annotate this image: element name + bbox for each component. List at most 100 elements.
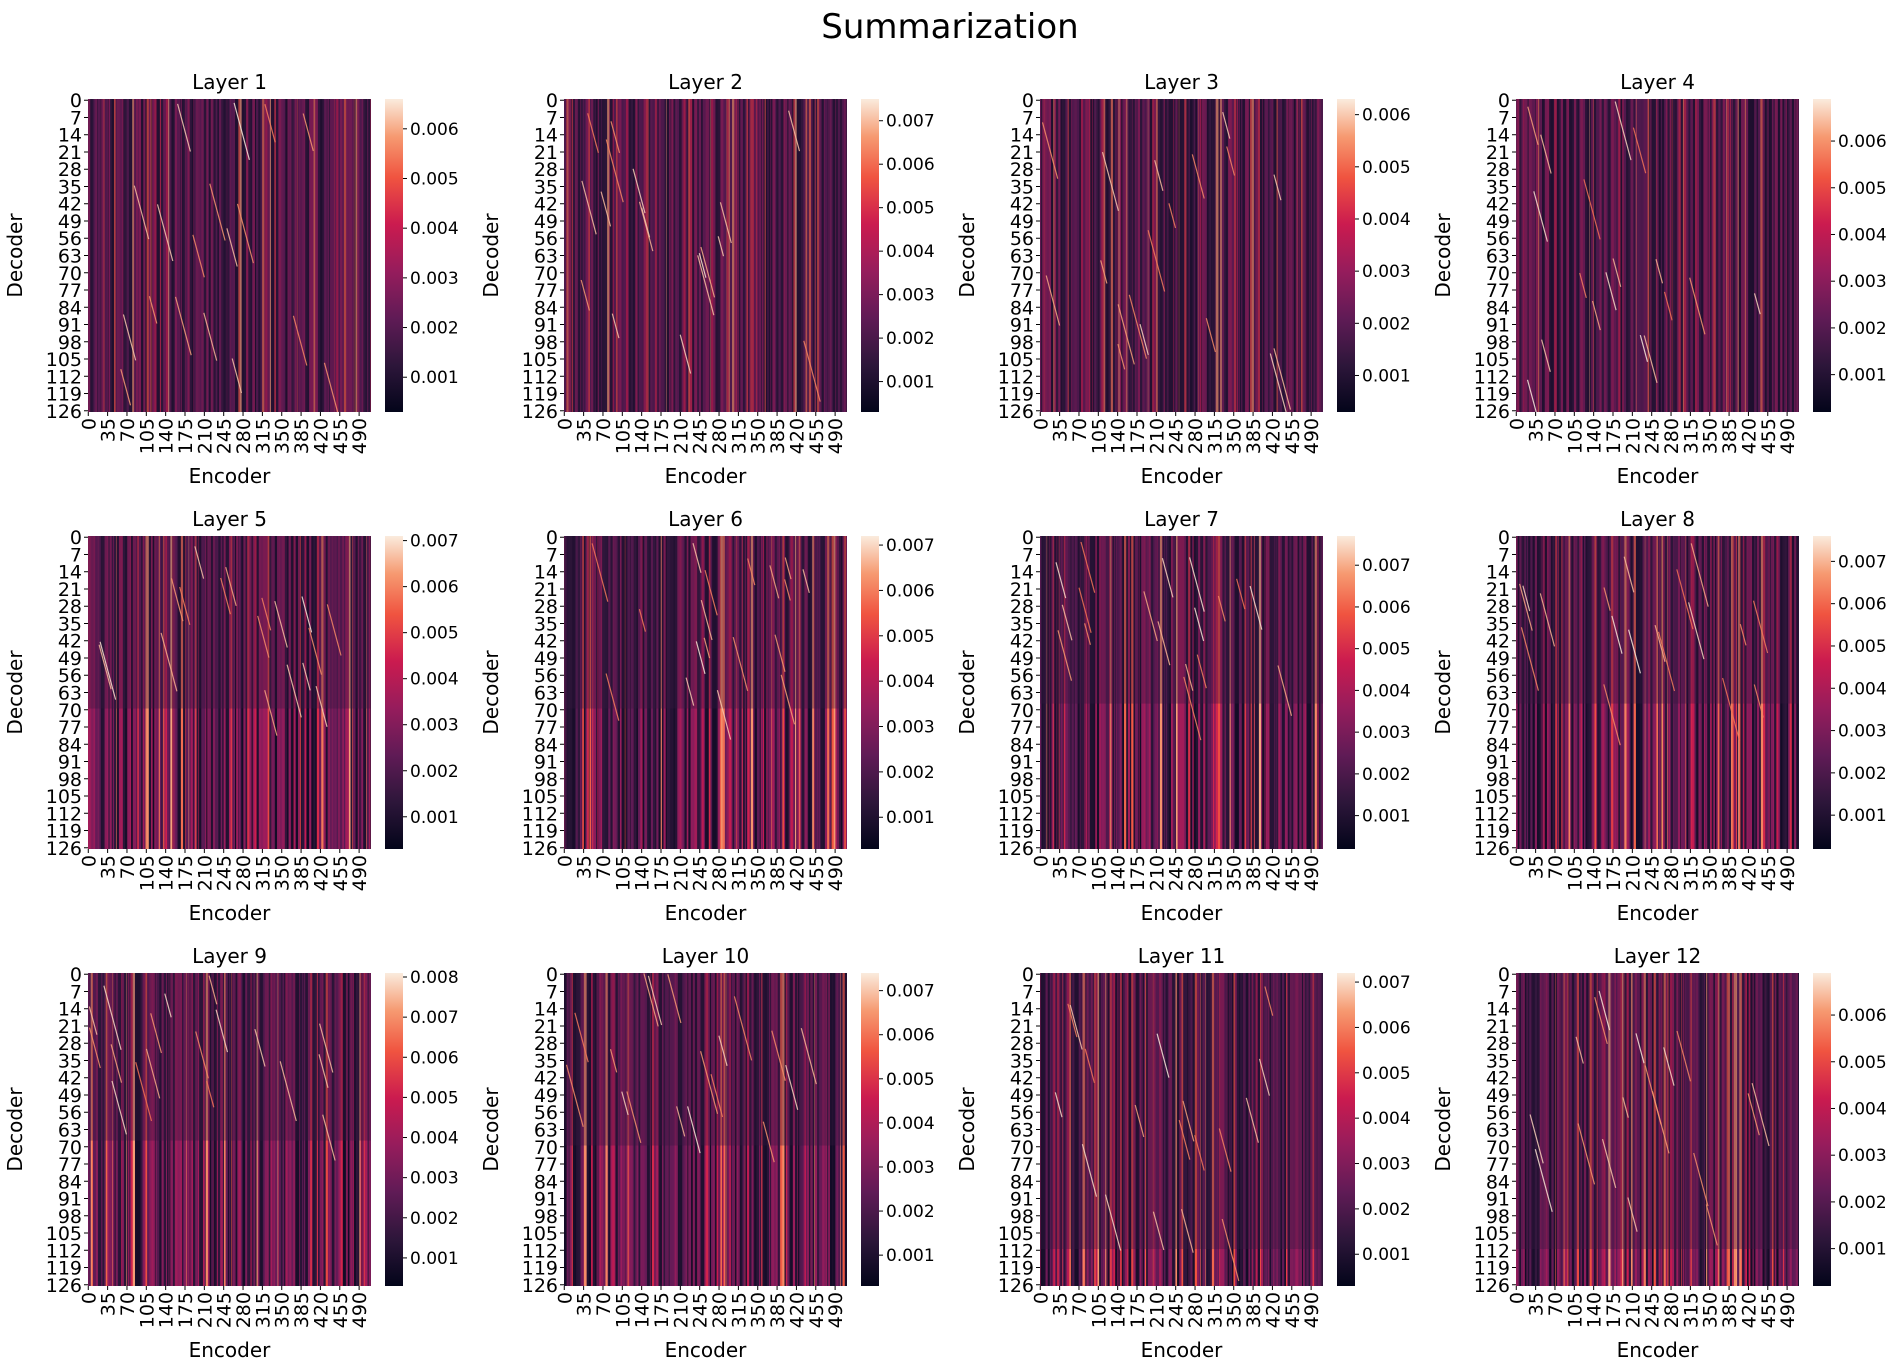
heatmap-cell [207, 99, 210, 412]
heatmap-cell [578, 973, 581, 1286]
heatmap-cell [1792, 973, 1795, 1286]
heatmap-cell [570, 536, 573, 849]
heatmap-cell [104, 536, 108, 849]
heatmap-cell [1064, 536, 1067, 849]
heatmap-cell [819, 536, 821, 849]
heatmap-cell [1257, 973, 1261, 1286]
colorbar-tick-label: 0.005 [886, 627, 935, 647]
heatmap-cell [321, 973, 324, 1286]
x-tick-label: 0 [1506, 418, 1528, 430]
heatmap-cell [1764, 99, 1766, 412]
heatmap-cell [1541, 99, 1543, 412]
heatmap-cell [1728, 99, 1730, 412]
heatmap-cell [824, 99, 828, 412]
heatmap-cell [775, 536, 777, 849]
heatmap-cell [706, 973, 709, 1286]
heatmap-cell [1675, 536, 1679, 849]
colorbar-tick-label: 0.006 [410, 120, 459, 140]
heatmap-cell [1295, 99, 1298, 412]
y-tick-label: 112 [998, 366, 1034, 388]
heatmap-cell [1096, 536, 1100, 849]
heatmap-cell [1157, 536, 1159, 849]
heatmap-cell [345, 973, 347, 1286]
x-tick-label: 70 [593, 418, 615, 442]
heatmap-cell [1764, 99, 1767, 412]
y-tick-label: 21 [58, 142, 82, 164]
heatmap-band [1516, 536, 1799, 704]
heatmap-cell [346, 973, 349, 1286]
heatmap-cell [756, 973, 759, 1286]
heatmap-cell [182, 973, 185, 1286]
y-tick-label: 98 [1486, 332, 1510, 354]
heatmap-cell [838, 973, 841, 1286]
heatmap-cell [725, 973, 727, 1286]
heatmap-cells [88, 536, 371, 849]
heatmap-cell [814, 973, 816, 1286]
heatmap-cell [1630, 536, 1633, 849]
y-tick-label: 84 [1010, 297, 1034, 319]
attention-trace [1152, 1211, 1165, 1251]
heatmap-cell [1648, 973, 1651, 1286]
heatmap-cell [1541, 536, 1543, 849]
heatmap-cell [1103, 973, 1106, 1286]
heatmap-cell [1696, 99, 1700, 412]
heatmap-cell [1288, 99, 1290, 412]
heatmap-cell [810, 973, 812, 1286]
heatmap-cell [1157, 536, 1159, 849]
x-tick-label: 210 [670, 855, 692, 891]
heatmap-cell [186, 973, 188, 1286]
heatmap-cell [1655, 973, 1657, 1286]
heatmap-cell [286, 536, 289, 849]
attention-trace [718, 1035, 728, 1066]
heatmap-cell [88, 536, 89, 849]
heatmap-cell [1132, 99, 1134, 412]
heatmap-cell [694, 99, 696, 412]
heatmap-cell [745, 536, 748, 849]
y-tick-label: 70 [534, 1137, 558, 1159]
y-tick-label: 49 [534, 211, 558, 233]
attention-trace [1236, 578, 1246, 610]
heatmap-cell [1735, 973, 1738, 1286]
heatmap-cell [808, 536, 811, 849]
heatmap-cell [830, 536, 832, 849]
y-tick-label: 98 [534, 332, 558, 354]
heatmap-cell [1635, 99, 1637, 412]
heatmap-cell [656, 99, 658, 412]
x-tick-label: 140 [1108, 1292, 1130, 1328]
heatmap-cell [1312, 973, 1315, 1286]
heatmap-cell [289, 99, 292, 412]
attention-trace [195, 1031, 209, 1079]
heatmap-cell [799, 536, 801, 849]
heatmap-cell [753, 536, 754, 849]
colorbar-tick-label: 0.003 [1362, 262, 1411, 282]
heatmap-cell [320, 99, 323, 412]
colorbar-tick-label: 0.005 [886, 1070, 935, 1090]
heatmap-cell [1760, 536, 1764, 849]
heatmap-cell [164, 536, 166, 849]
heatmap-cell [591, 973, 594, 1286]
heatmap-cell [1227, 99, 1229, 412]
attention-trace [1221, 1218, 1240, 1282]
heatmap-cell [1786, 99, 1789, 412]
colorbar-tick-label: 0.005 [1838, 1053, 1887, 1073]
x-tick-label: 280 [233, 1292, 255, 1328]
x-tick-label: 175 [175, 418, 197, 454]
colorbar-tick-label: 0.006 [410, 1048, 459, 1068]
heatmap-cell [1585, 536, 1586, 849]
heatmap-cell [359, 99, 362, 412]
heatmap-cell [612, 536, 615, 849]
y-tick-label: 28 [1486, 1033, 1510, 1055]
heatmap-cell [231, 99, 234, 412]
heatmap-cell [136, 99, 139, 412]
heatmap-cell [729, 973, 732, 1286]
attention-trace [717, 236, 725, 257]
attention-trace [610, 121, 621, 154]
heatmap-cell [1676, 99, 1678, 412]
heatmap-cell [249, 973, 251, 1286]
heatmap-cell [1299, 99, 1302, 412]
heatmap-cell [1237, 536, 1240, 849]
heatmap-cell [1718, 99, 1721, 412]
heatmap-cell [97, 99, 100, 412]
heatmap-cell [197, 973, 200, 1286]
heatmap-cell [229, 973, 232, 1286]
